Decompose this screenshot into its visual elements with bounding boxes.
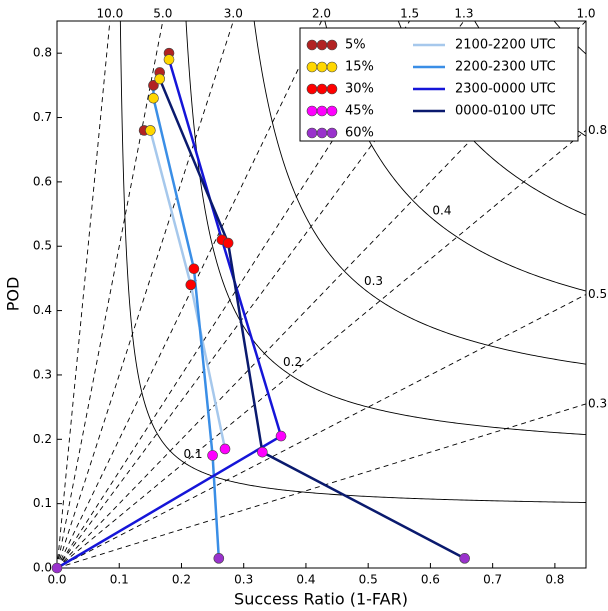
series-line: [144, 129, 227, 450]
background-curves: [57, 21, 586, 568]
x-tick-label: 0.1: [110, 573, 129, 587]
legend-label: 0000-0100 UTC: [455, 104, 556, 119]
bias-line: [57, 21, 164, 568]
y-tick-label: 0.6: [33, 174, 52, 188]
csi-contour: [397, 21, 586, 216]
bias-label: 5.0: [153, 7, 172, 21]
x-tick-label: 0.4: [296, 573, 315, 587]
point-marker: [257, 446, 268, 458]
bias-label: 0.3: [588, 396, 607, 410]
point-marker: [185, 279, 197, 291]
y-tick-label: 0.8: [33, 46, 52, 60]
csi-label: 0.4: [432, 203, 451, 217]
bias-label: 2.0: [312, 7, 331, 21]
bias-label: 0.8: [588, 123, 607, 137]
legend-marker: [306, 39, 318, 51]
bias-line: [57, 21, 234, 568]
x-tick-label: 0.7: [483, 573, 502, 587]
legend-marker: [316, 83, 328, 95]
bias-label: 1.3: [454, 7, 473, 21]
legend-label: 2100-2200 UTC: [455, 38, 556, 53]
legend-label: 60%: [345, 126, 374, 141]
y-tick-label: 0.2: [33, 432, 52, 446]
legend-label: 2200-2300 UTC: [455, 60, 556, 75]
point-marker: [148, 92, 159, 104]
x-axis-label: Success Ratio (1-FAR): [234, 590, 408, 609]
csi-contour: [119, 21, 586, 503]
y-tick-label: 0.0: [33, 561, 52, 575]
legend-label: 5%: [345, 38, 366, 53]
x-tick-label: 0.8: [545, 573, 564, 587]
point-marker: [51, 562, 63, 574]
bias-line: [57, 21, 322, 568]
bias-label: 3.0: [224, 7, 243, 21]
series-line: [56, 53, 283, 570]
legend-box: [299, 27, 579, 142]
bias-label: 1.0: [576, 7, 595, 21]
y-tick-label: 0.7: [33, 110, 52, 124]
csi-label: 0.1: [183, 447, 202, 461]
y-axis-label: POD: [4, 277, 23, 312]
x-tick-label: 0.0: [47, 573, 66, 587]
y-tick-label: 0.4: [33, 303, 52, 317]
csi-contour: [185, 21, 586, 436]
legend-marker: [326, 127, 338, 139]
bias-label: 10.0: [97, 7, 124, 21]
y-tick-label: 0.3: [33, 367, 52, 381]
legend-marker: [326, 83, 338, 95]
y-tick-label: 0.5: [33, 239, 52, 253]
legend-label: 45%: [345, 104, 374, 119]
legend-marker: [326, 105, 338, 117]
bias-label: 0.5: [588, 287, 607, 301]
bias-label: 1.5: [400, 7, 419, 21]
point-marker: [207, 450, 218, 461]
point-marker: [275, 430, 287, 442]
legend-label: 15%: [345, 60, 374, 75]
legend-marker: [316, 127, 328, 139]
bias-line: [57, 294, 586, 568]
bias-line: [57, 130, 586, 568]
csi-label: 0.3: [364, 274, 383, 288]
legend-marker: [326, 61, 338, 73]
y-tick-label: 0.1: [33, 496, 52, 510]
point-marker: [222, 237, 234, 249]
point-marker: [219, 443, 231, 455]
point-marker: [213, 553, 225, 564]
series-line: [152, 85, 221, 559]
legend-marker: [316, 61, 328, 73]
legend-label: 30%: [345, 82, 374, 97]
legend-marker: [316, 105, 328, 117]
bias-line: [57, 403, 586, 568]
legend-marker: [306, 61, 318, 73]
csi-contour: [253, 21, 586, 365]
series-line: [158, 72, 466, 560]
point-marker: [154, 73, 165, 85]
legend-marker: [316, 39, 328, 51]
point-marker: [148, 80, 159, 91]
x-tick-label: 0.2: [172, 573, 191, 587]
legend-label: 2300-0000 UTC: [455, 82, 556, 97]
point-marker: [459, 553, 470, 564]
x-tick-label: 0.5: [359, 573, 378, 587]
x-tick-label: 0.3: [234, 573, 253, 587]
x-tick-label: 0.6: [421, 573, 440, 587]
legend-marker: [326, 39, 338, 51]
point-marker: [188, 263, 200, 275]
point-marker: [163, 54, 175, 65]
legend-marker: [306, 127, 318, 139]
bias-line: [57, 21, 111, 568]
legend-marker: [306, 105, 318, 117]
csi-label: 0.2: [283, 355, 302, 369]
point-marker: [145, 125, 156, 136]
legend-marker: [306, 83, 318, 95]
